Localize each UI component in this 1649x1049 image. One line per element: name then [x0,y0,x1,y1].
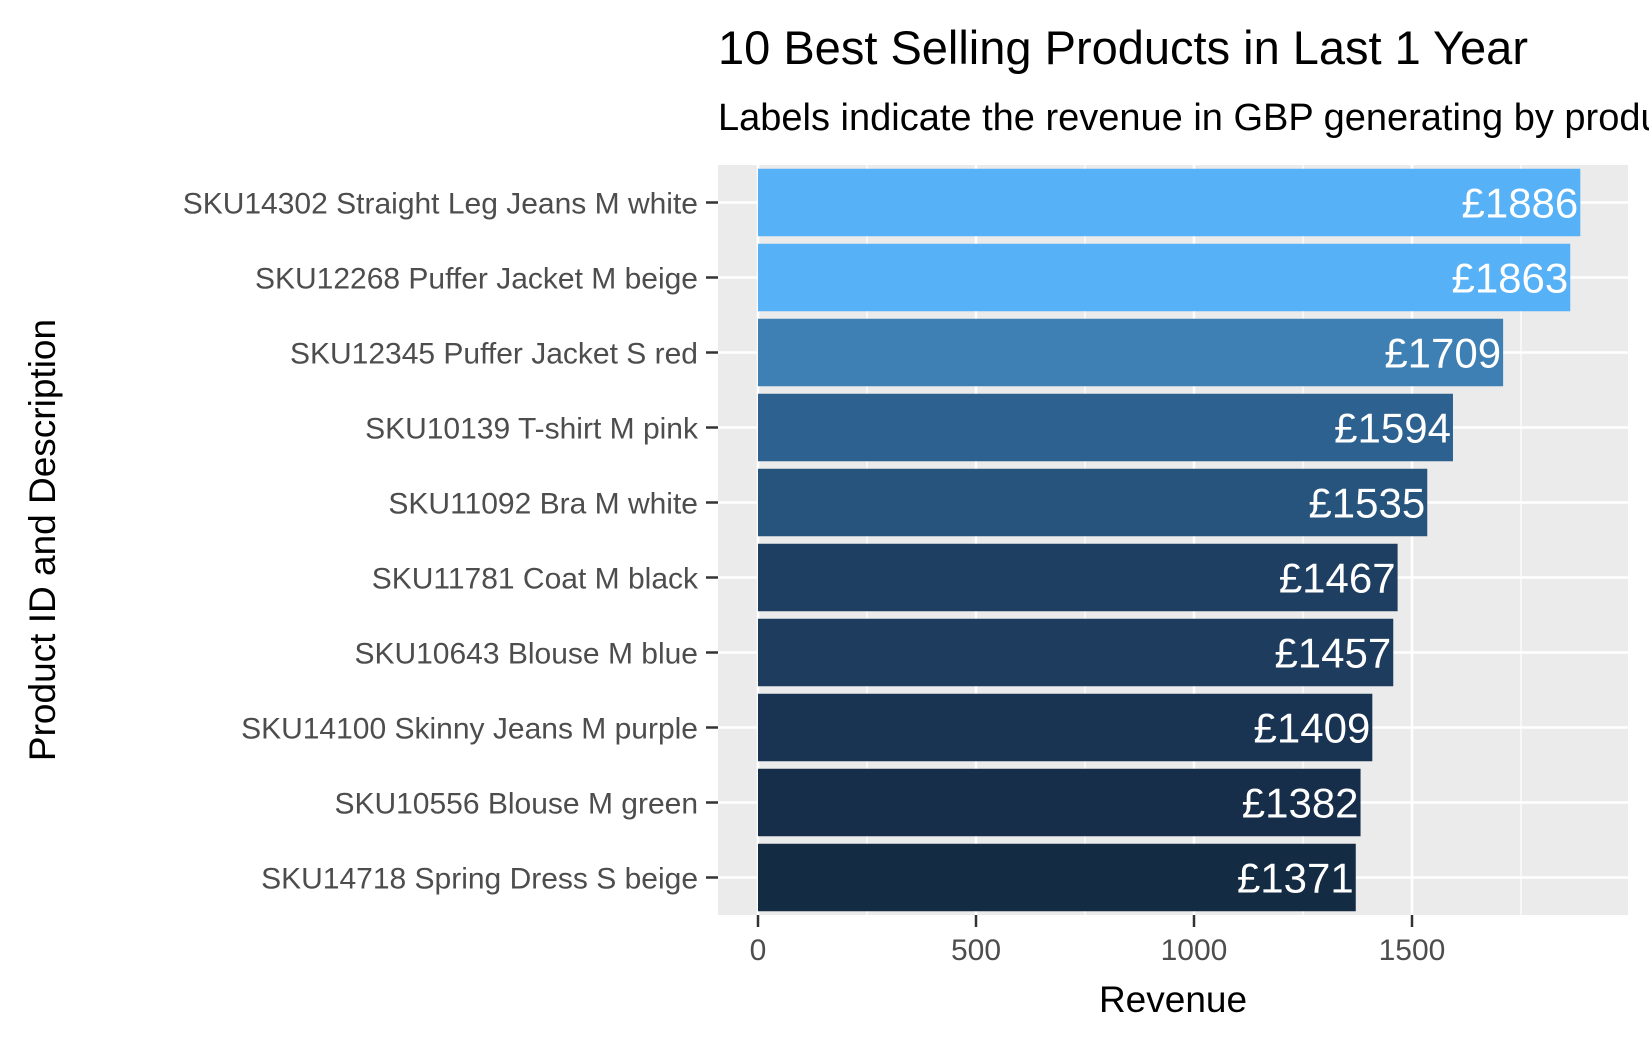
y-tick-label: SKU10556 Blouse M green [334,788,698,821]
y-tick-label: SKU12268 Puffer Jacket M beige [255,263,698,296]
y-tick-label: SKU14718 Spring Dress S beige [261,863,698,896]
bar [758,318,1504,387]
y-axis: SKU14302 Straight Leg Jeans M white SKU12… [183,188,718,896]
bar-value-label: £1709 [1384,330,1501,377]
bar-value-label: £1409 [1254,705,1371,752]
chart-subtitle: Labels indicate the revenue in GBP gener… [718,97,1649,139]
bar-value-label: £1371 [1237,855,1354,902]
y-tick-label: SKU10643 Blouse M blue [354,638,698,671]
bar-value-label: £1382 [1242,780,1359,827]
y-tick-label: SKU11781 Coat M black [372,563,699,596]
x-tick-label: 1500 [1379,934,1446,967]
bar-value-label: £1863 [1451,255,1568,302]
x-axis-title: Revenue [1099,979,1247,1020]
x-axis: 0 500 1000 1500 [750,915,1446,967]
y-tick-label: SKU14302 Straight Leg Jeans M white [183,188,698,221]
y-tick-label: SKU14100 Skinny Jeans M purple [241,713,698,746]
bar-value-label: £1535 [1308,480,1425,527]
x-tick-label: 500 [951,934,1001,967]
bar [758,618,1394,687]
bar-value-label: £1594 [1334,405,1451,452]
bar-value-label: £1457 [1274,630,1391,677]
bar [758,693,1373,762]
bar [758,468,1428,537]
chart-title: 10 Best Selling Products in Last 1 Year [718,21,1528,74]
bar-labels: £1886 £1863 £1709 £1594 £1535 £1467 £1457 £1409… [1237,180,1578,902]
x-tick-label: 0 [750,934,767,967]
y-tick-label: SKU10139 T-shirt M pink [365,413,699,446]
y-axis-title: Product ID and Description [22,319,63,761]
bar [758,543,1398,612]
y-tick-label: SKU12345 Puffer Jacket S red [290,338,698,371]
bar [758,843,1356,912]
y-tick-label: SKU11092 Bra M white [388,488,698,521]
bar-value-label: £1467 [1279,555,1396,602]
bar [758,168,1581,237]
bar-value-label: £1886 [1461,180,1578,227]
x-tick-label: 1000 [1161,934,1228,967]
bar [758,393,1453,462]
bar [758,768,1361,837]
bars [758,168,1581,912]
bar [758,243,1571,312]
